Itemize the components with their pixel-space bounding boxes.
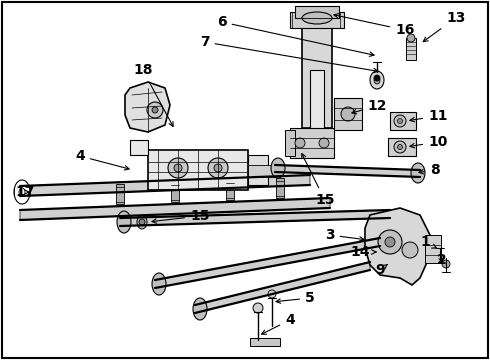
Ellipse shape xyxy=(411,163,425,183)
Bar xyxy=(388,138,416,156)
Polygon shape xyxy=(20,198,330,220)
Polygon shape xyxy=(155,238,380,288)
Ellipse shape xyxy=(368,233,382,251)
Text: 8: 8 xyxy=(419,163,440,177)
Polygon shape xyxy=(365,208,430,285)
Ellipse shape xyxy=(137,215,147,229)
Circle shape xyxy=(374,75,380,81)
Polygon shape xyxy=(125,82,170,132)
Text: 6: 6 xyxy=(217,15,374,57)
Text: 10: 10 xyxy=(410,135,447,149)
Bar xyxy=(171,182,179,202)
Polygon shape xyxy=(195,262,370,313)
Bar xyxy=(116,184,124,204)
Ellipse shape xyxy=(370,71,384,89)
Text: 18: 18 xyxy=(133,63,173,126)
Circle shape xyxy=(168,158,188,178)
Ellipse shape xyxy=(374,76,380,84)
Circle shape xyxy=(152,107,158,113)
Circle shape xyxy=(295,138,305,148)
Bar xyxy=(248,155,268,185)
Text: 15: 15 xyxy=(302,154,335,207)
Text: 5: 5 xyxy=(276,291,315,305)
Text: 2: 2 xyxy=(437,253,447,267)
Bar xyxy=(226,180,234,200)
Text: 4: 4 xyxy=(262,313,295,334)
Text: 9: 9 xyxy=(375,263,388,277)
Circle shape xyxy=(139,219,145,225)
Bar xyxy=(276,178,284,198)
Text: 3: 3 xyxy=(325,228,364,242)
Circle shape xyxy=(394,141,406,153)
Ellipse shape xyxy=(271,158,285,178)
Circle shape xyxy=(402,242,418,258)
Bar xyxy=(295,6,339,18)
Polygon shape xyxy=(120,210,390,226)
Text: 1: 1 xyxy=(420,235,437,249)
Circle shape xyxy=(268,290,276,298)
Bar xyxy=(310,70,324,130)
Bar xyxy=(390,112,416,130)
Circle shape xyxy=(214,164,222,172)
Polygon shape xyxy=(130,140,148,155)
Bar xyxy=(334,98,362,130)
Circle shape xyxy=(208,158,228,178)
Ellipse shape xyxy=(152,273,166,295)
Polygon shape xyxy=(275,165,420,177)
Bar xyxy=(425,235,441,263)
Ellipse shape xyxy=(117,211,131,233)
Text: 14: 14 xyxy=(350,245,376,259)
Text: 17: 17 xyxy=(15,185,34,199)
Bar xyxy=(250,338,280,346)
Polygon shape xyxy=(20,175,310,196)
Circle shape xyxy=(319,138,329,148)
Text: 11: 11 xyxy=(410,109,447,123)
Text: 4: 4 xyxy=(75,149,129,170)
Bar xyxy=(302,18,332,128)
Circle shape xyxy=(341,107,355,121)
Circle shape xyxy=(378,230,402,254)
Bar xyxy=(148,150,248,190)
Ellipse shape xyxy=(193,298,207,320)
Circle shape xyxy=(397,144,402,149)
Bar xyxy=(248,165,276,177)
Ellipse shape xyxy=(19,188,25,196)
Text: 15: 15 xyxy=(152,209,210,223)
Bar xyxy=(290,128,334,158)
Ellipse shape xyxy=(14,180,30,204)
Circle shape xyxy=(407,34,415,42)
Text: 12: 12 xyxy=(352,99,387,114)
Circle shape xyxy=(174,164,182,172)
Ellipse shape xyxy=(302,12,332,24)
Circle shape xyxy=(442,260,450,268)
Bar xyxy=(406,38,416,60)
Text: 7: 7 xyxy=(200,35,378,73)
Circle shape xyxy=(385,237,395,247)
Text: 13: 13 xyxy=(423,11,466,42)
Bar xyxy=(285,130,295,156)
Bar xyxy=(290,12,344,28)
Circle shape xyxy=(394,115,406,127)
Circle shape xyxy=(253,303,263,313)
Circle shape xyxy=(147,102,163,118)
Circle shape xyxy=(397,118,402,123)
Text: 16: 16 xyxy=(334,14,415,37)
